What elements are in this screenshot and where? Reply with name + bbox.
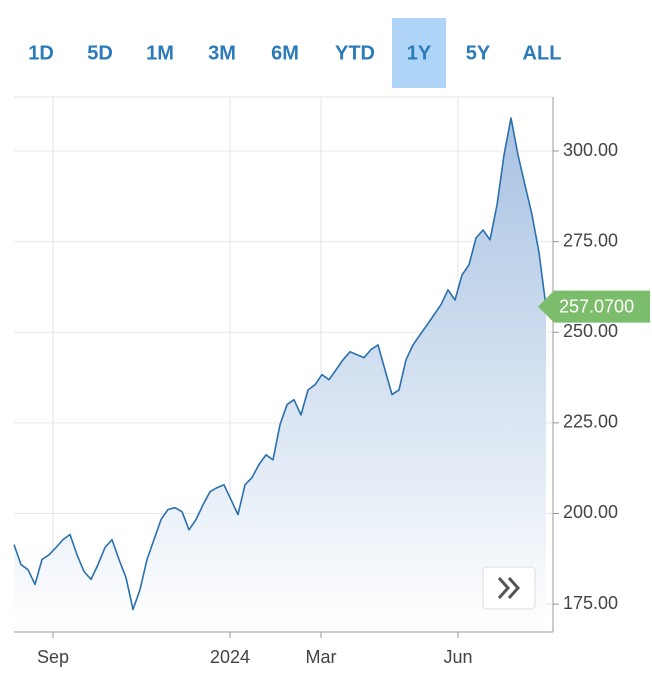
plot bbox=[13, 117, 547, 632]
price-flag bbox=[538, 290, 650, 323]
more-button[interactable] bbox=[482, 566, 536, 610]
y-tick-label: 275.00 bbox=[563, 230, 618, 250]
range-tab[interactable]: 3M bbox=[208, 42, 236, 64]
price-line bbox=[13, 117, 547, 611]
range-tab[interactable]: 6M bbox=[271, 42, 299, 64]
y-tick-label: 225.00 bbox=[563, 412, 618, 432]
range-tab[interactable]: 5D bbox=[87, 42, 113, 64]
x-tick-label: Mar bbox=[306, 647, 337, 667]
range-tab[interactable]: YTD bbox=[335, 42, 375, 64]
y-tick-label: 300.00 bbox=[563, 140, 618, 160]
range-tab[interactable]: ALL bbox=[523, 42, 562, 64]
price-flag-label: 257.0700 bbox=[559, 296, 634, 316]
y-tick-label: 250.00 bbox=[563, 321, 618, 341]
area-fill bbox=[14, 118, 546, 632]
axes: 175.00 200.00 225.00 250.00 275.00 300.00 Sep 2… bbox=[37, 140, 650, 667]
x-tick-label: 2024 bbox=[210, 647, 250, 667]
range-tab[interactable]: 1D bbox=[28, 42, 54, 64]
range-tab[interactable]: 5Y bbox=[466, 42, 491, 64]
range-tab[interactable]: 1M bbox=[146, 42, 174, 64]
range-tab[interactable]: 1Y bbox=[407, 42, 432, 64]
x-tick-label: Sep bbox=[37, 647, 69, 667]
y-tick-label: 175.00 bbox=[563, 593, 618, 613]
more-button-icon bbox=[497, 576, 521, 600]
x-tick-label: Jun bbox=[443, 647, 472, 667]
selected-tab-bg bbox=[392, 18, 446, 88]
y-tick-label: 200.00 bbox=[563, 502, 618, 522]
range-tabs: 1D 5D 1M 3M 6M YTD 1Y 5Y ALL bbox=[28, 18, 561, 88]
